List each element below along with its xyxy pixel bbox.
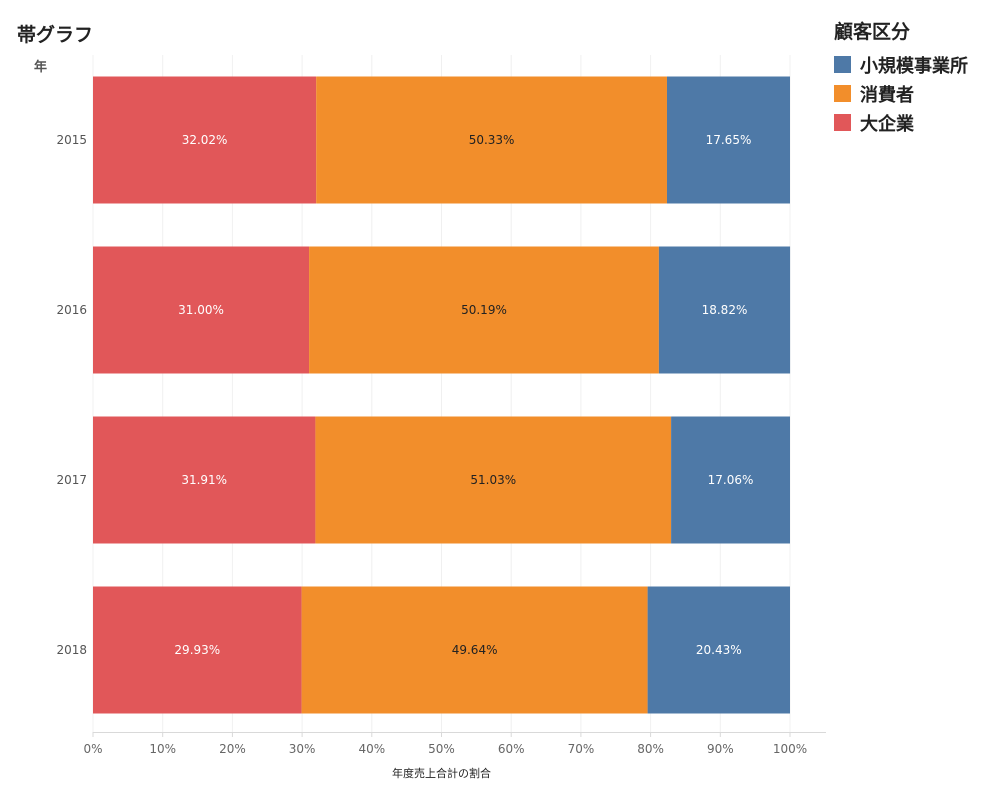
x-tick-label: 40% — [358, 742, 385, 756]
data-label: 17.06% — [708, 473, 754, 487]
bar-segment — [316, 76, 667, 204]
bar-segment — [301, 586, 648, 714]
bar-segment — [315, 416, 672, 544]
data-label: 50.19% — [461, 303, 507, 317]
legend: 顧客区分 小規模事業所 消費者 大企業 — [834, 17, 968, 137]
x-tick-label: 30% — [289, 742, 316, 756]
x-tick-label: 50% — [428, 742, 455, 756]
legend-swatch-enterprise — [834, 114, 851, 131]
x-tick-label: 100% — [773, 742, 807, 756]
x-tick-label: 20% — [219, 742, 246, 756]
legend-label-enterprise: 大企業 — [860, 113, 914, 135]
legend-item-small-business[interactable]: 小規模事業所 — [834, 50, 968, 79]
data-label: 50.33% — [469, 133, 515, 147]
bar-segment — [658, 246, 791, 374]
bar-segment — [93, 416, 316, 544]
legend-label-small-business: 小規模事業所 — [860, 55, 968, 77]
legend-item-enterprise[interactable]: 大企業 — [834, 108, 968, 137]
bar-segment — [93, 586, 302, 714]
data-label: 31.00% — [178, 303, 224, 317]
x-axis-title: 年度売上合計の割合 — [392, 767, 491, 780]
data-label: 51.03% — [470, 473, 516, 487]
legend-swatch-small-business — [834, 56, 851, 73]
bar-segment — [93, 246, 310, 374]
legend-swatch-consumer — [834, 85, 851, 102]
y-tick-label: 2015 — [56, 133, 87, 147]
bar-segment — [309, 246, 659, 374]
x-tick-label: 80% — [637, 742, 664, 756]
x-tick-label: 0% — [83, 742, 102, 756]
chart-title: 帯グラフ — [17, 24, 94, 46]
data-label: 17.65% — [706, 133, 752, 147]
data-label: 31.91% — [181, 473, 227, 487]
y-tick-label: 2018 — [56, 643, 87, 657]
bar-segment — [647, 586, 790, 714]
legend-label-consumer: 消費者 — [860, 84, 914, 106]
legend-item-consumer[interactable]: 消費者 — [834, 79, 968, 108]
y-tick-label: 2017 — [56, 473, 87, 487]
y-tick-label: 2016 — [56, 303, 87, 317]
x-tick-label: 70% — [568, 742, 595, 756]
data-label: 18.82% — [702, 303, 748, 317]
data-label: 29.93% — [174, 643, 220, 657]
x-tick-label: 60% — [498, 742, 525, 756]
x-tick-label: 10% — [149, 742, 176, 756]
row-header-year: 年 — [34, 60, 48, 75]
data-label: 49.64% — [452, 643, 498, 657]
bar-segment — [666, 76, 790, 204]
data-label: 32.02% — [182, 133, 228, 147]
bar-segment — [93, 76, 317, 204]
x-tick-label: 90% — [707, 742, 734, 756]
bar-segment — [671, 416, 790, 544]
data-label: 20.43% — [696, 643, 742, 657]
legend-title: 顧客区分 — [834, 21, 911, 43]
